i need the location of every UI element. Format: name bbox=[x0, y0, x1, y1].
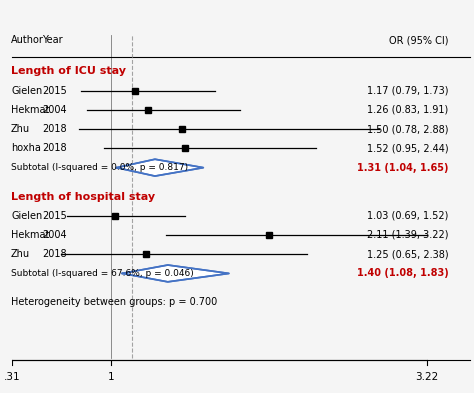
Text: .31: .31 bbox=[4, 372, 21, 382]
Text: 1: 1 bbox=[108, 372, 114, 382]
Text: 3.22: 3.22 bbox=[416, 372, 439, 382]
Text: 2004: 2004 bbox=[42, 105, 67, 115]
Text: hoxha: hoxha bbox=[11, 143, 41, 153]
Text: Hekmat: Hekmat bbox=[11, 105, 49, 115]
Text: Zhu: Zhu bbox=[11, 124, 30, 134]
Polygon shape bbox=[122, 265, 229, 282]
Text: 1.03 (0.69, 1.52): 1.03 (0.69, 1.52) bbox=[367, 211, 448, 221]
Text: 2018: 2018 bbox=[42, 124, 67, 134]
Text: Length of ICU stay: Length of ICU stay bbox=[11, 66, 126, 77]
Text: Subtotal (I-squared = 67.6%, p = 0.046): Subtotal (I-squared = 67.6%, p = 0.046) bbox=[11, 269, 194, 278]
Text: 1.40 (1.08, 1.83): 1.40 (1.08, 1.83) bbox=[357, 268, 448, 278]
Text: 1.25 (0.65, 2.38): 1.25 (0.65, 2.38) bbox=[367, 249, 448, 259]
Text: Subtotal (I-squared = 0.0%, p = 0.817): Subtotal (I-squared = 0.0%, p = 0.817) bbox=[11, 163, 188, 172]
Text: 2.11 (1.39, 3.22): 2.11 (1.39, 3.22) bbox=[367, 230, 448, 240]
Text: Gielen: Gielen bbox=[11, 86, 42, 96]
Text: Heterogeneity between groups: p = 0.700: Heterogeneity between groups: p = 0.700 bbox=[11, 297, 217, 307]
Text: 2015: 2015 bbox=[42, 211, 67, 221]
Text: Hekmat: Hekmat bbox=[11, 230, 49, 240]
Text: 1.52 (0.95, 2.44): 1.52 (0.95, 2.44) bbox=[367, 143, 448, 153]
Text: 2004: 2004 bbox=[42, 230, 67, 240]
Text: 1.50 (0.78, 2.88): 1.50 (0.78, 2.88) bbox=[367, 124, 448, 134]
Text: Author: Author bbox=[11, 35, 44, 45]
Text: 2018: 2018 bbox=[42, 249, 67, 259]
Text: 1.26 (0.83, 1.91): 1.26 (0.83, 1.91) bbox=[367, 105, 448, 115]
Text: Year: Year bbox=[42, 35, 63, 45]
Text: 1.17 (0.79, 1.73): 1.17 (0.79, 1.73) bbox=[367, 86, 448, 96]
Text: Gielen: Gielen bbox=[11, 211, 42, 221]
Text: Length of hospital stay: Length of hospital stay bbox=[11, 191, 155, 202]
Text: 2018: 2018 bbox=[42, 143, 67, 153]
Polygon shape bbox=[117, 159, 203, 176]
Text: OR (95% CI): OR (95% CI) bbox=[389, 35, 448, 45]
Text: Zhu: Zhu bbox=[11, 249, 30, 259]
Text: 2015: 2015 bbox=[42, 86, 67, 96]
Text: 1.31 (1.04, 1.65): 1.31 (1.04, 1.65) bbox=[357, 163, 448, 173]
